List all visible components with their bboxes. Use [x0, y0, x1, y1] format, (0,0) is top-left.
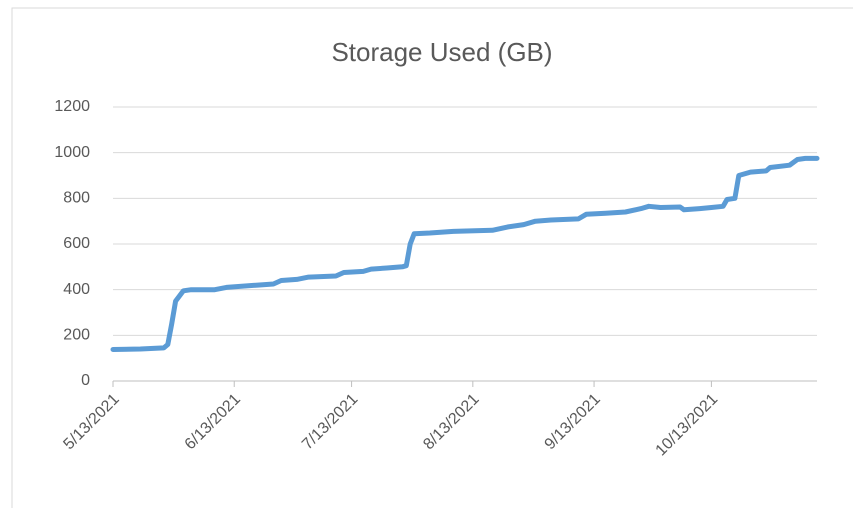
- y-tick-label: 1200: [54, 98, 90, 115]
- data-line: [110, 155, 820, 352]
- y-tick-label: 1000: [54, 144, 90, 161]
- chart-title: Storage Used (GB): [331, 37, 552, 67]
- chart-frame: [11, 7, 853, 508]
- y-tick-label: 800: [63, 190, 90, 207]
- y-tick-label: 200: [63, 327, 90, 344]
- y-tick-label: 600: [63, 235, 90, 252]
- y-tick-label: 400: [63, 281, 90, 298]
- y-tick-label: 0: [81, 372, 90, 389]
